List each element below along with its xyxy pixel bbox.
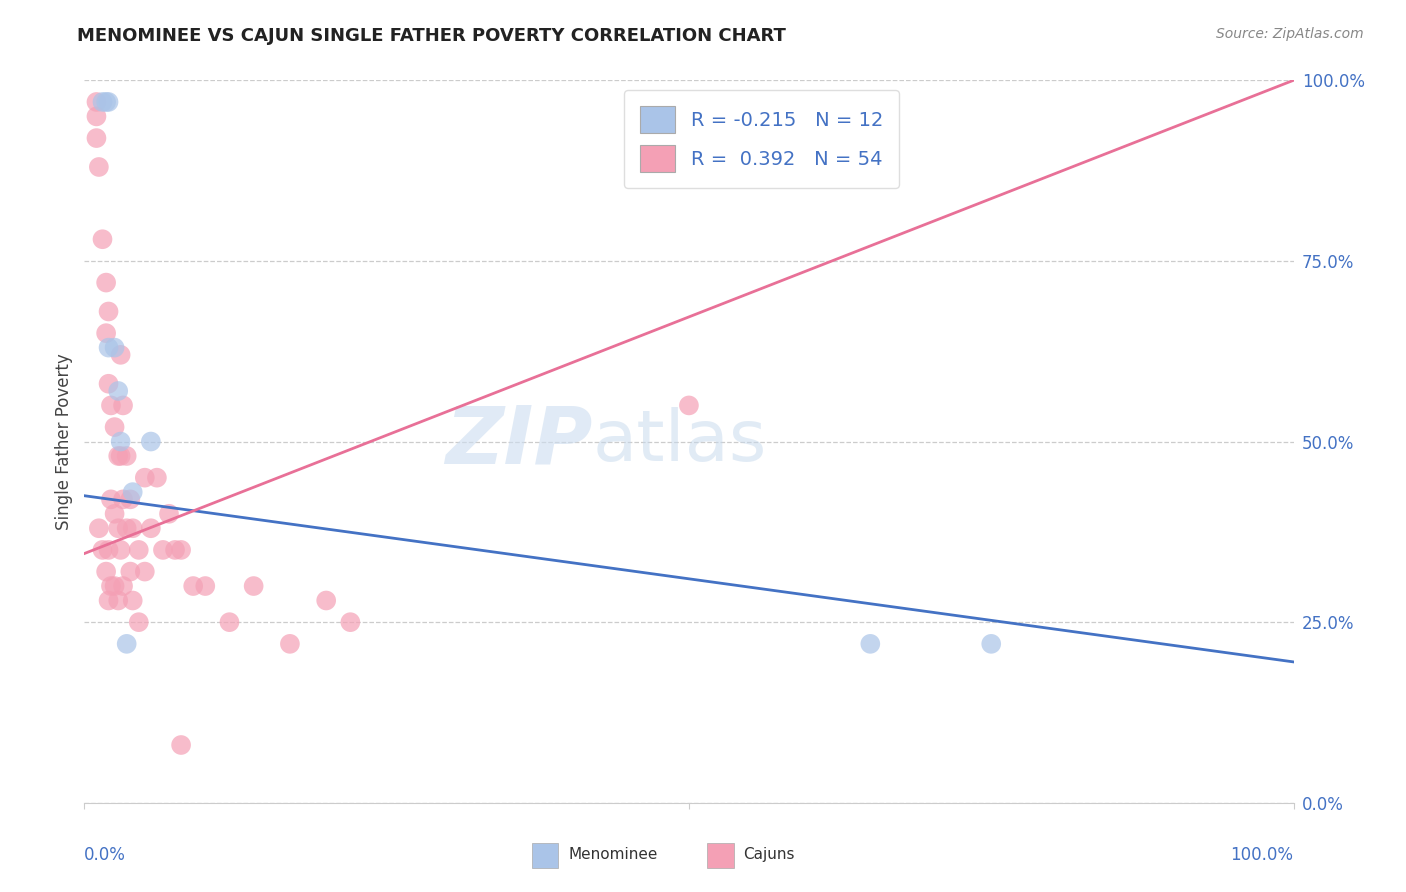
Text: Source: ZipAtlas.com: Source: ZipAtlas.com	[1216, 27, 1364, 41]
Point	[121, 521, 143, 535]
Point	[104, 420, 127, 434]
Point	[128, 542, 150, 557]
Point	[97, 304, 120, 318]
Point	[121, 593, 143, 607]
Point	[218, 615, 240, 630]
Point	[110, 348, 132, 362]
Point	[91, 95, 114, 109]
Text: Menominee: Menominee	[568, 847, 658, 863]
Point	[97, 341, 120, 355]
Point	[110, 434, 132, 449]
Point	[120, 492, 142, 507]
Point	[86, 95, 108, 109]
Point	[104, 507, 127, 521]
Point	[115, 449, 138, 463]
Point	[146, 470, 169, 484]
Point	[100, 398, 122, 412]
Point	[100, 492, 122, 507]
Legend: R = -0.215   N = 12, R =  0.392   N = 54: R = -0.215 N = 12, R = 0.392 N = 54	[624, 90, 898, 188]
Point	[980, 637, 1002, 651]
Text: MENOMINEE VS CAJUN SINGLE FATHER POVERTY CORRELATION CHART: MENOMINEE VS CAJUN SINGLE FATHER POVERTY…	[77, 27, 786, 45]
Point	[157, 507, 180, 521]
Point	[107, 521, 129, 535]
Point	[91, 232, 114, 246]
Point	[112, 579, 135, 593]
Point	[107, 384, 129, 398]
Point	[315, 593, 337, 607]
Point	[94, 565, 117, 579]
Point	[94, 95, 117, 109]
Point	[110, 449, 132, 463]
Point	[134, 470, 156, 484]
Text: 100.0%: 100.0%	[1230, 847, 1294, 864]
Point	[194, 579, 217, 593]
Point	[170, 738, 193, 752]
Point	[139, 434, 162, 449]
Y-axis label: Single Father Poverty: Single Father Poverty	[55, 353, 73, 530]
Point	[181, 579, 204, 593]
Point	[87, 521, 110, 535]
Point	[165, 542, 187, 557]
Point	[94, 326, 117, 340]
Point	[86, 110, 108, 124]
Text: ZIP: ZIP	[444, 402, 592, 481]
Point	[87, 160, 110, 174]
Point	[104, 579, 127, 593]
Point	[100, 579, 122, 593]
Point	[278, 637, 301, 651]
Point	[97, 95, 120, 109]
Point	[104, 341, 127, 355]
Point	[110, 542, 132, 557]
Point	[128, 615, 150, 630]
FancyBboxPatch shape	[531, 843, 558, 868]
Point	[120, 565, 142, 579]
Point	[242, 579, 264, 593]
Point	[859, 637, 882, 651]
Text: 0.0%: 0.0%	[84, 847, 127, 864]
Text: Cajuns: Cajuns	[744, 847, 794, 863]
Point	[170, 542, 193, 557]
Point	[91, 542, 114, 557]
FancyBboxPatch shape	[707, 843, 734, 868]
Point	[134, 565, 156, 579]
Point	[112, 492, 135, 507]
Point	[112, 398, 135, 412]
Point	[121, 485, 143, 500]
Point	[86, 131, 108, 145]
Point	[678, 398, 700, 412]
Point	[115, 637, 138, 651]
Point	[139, 521, 162, 535]
Point	[97, 593, 120, 607]
Point	[152, 542, 174, 557]
Point	[97, 376, 120, 391]
Point	[115, 521, 138, 535]
Text: atlas: atlas	[592, 407, 766, 476]
Point	[94, 276, 117, 290]
Point	[107, 593, 129, 607]
Point	[97, 542, 120, 557]
Point	[107, 449, 129, 463]
Point	[339, 615, 361, 630]
